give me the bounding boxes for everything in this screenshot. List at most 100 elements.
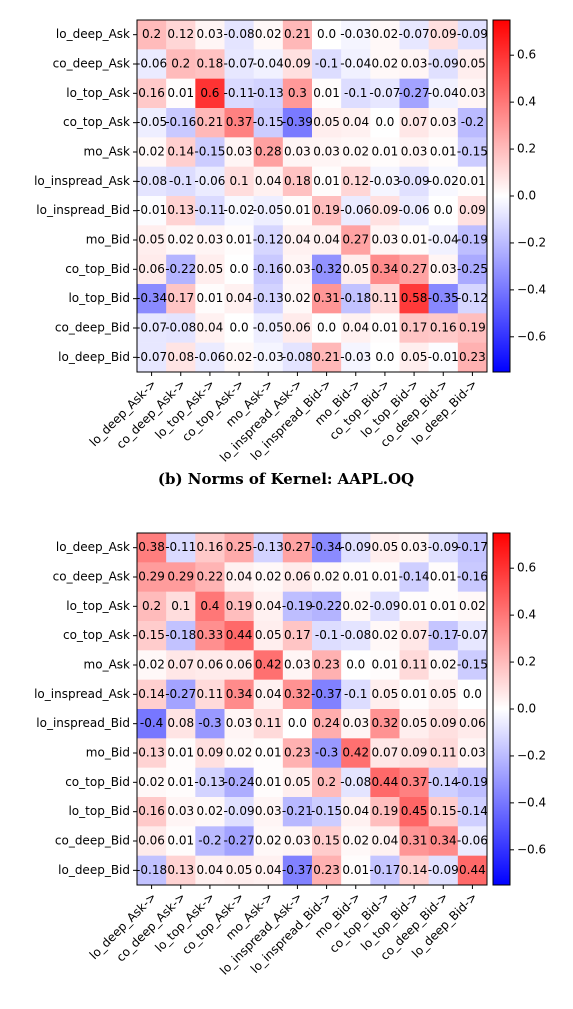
heatmap-cell [457, 679, 488, 710]
heatmap-cell [399, 797, 429, 827]
heatmap-cell [399, 225, 429, 255]
heatmap-cell [457, 254, 488, 285]
cell-label: 0.29 [138, 570, 165, 584]
heatmap-cell [195, 342, 225, 373]
heatmap-cell [457, 49, 488, 79]
cell-label: 0.02 [197, 804, 224, 818]
heatmap-cell [166, 49, 196, 79]
cell-label: 0.05 [459, 57, 486, 71]
cell-label: 0.04 [342, 321, 369, 335]
heatmap-cell [253, 225, 284, 255]
heatmap-cell [428, 767, 459, 798]
cell-label: -0.19 [457, 775, 488, 789]
heatmap-cell [282, 533, 313, 563]
cell-label: 0.02 [284, 291, 311, 305]
cell-label: 0.02 [138, 145, 165, 159]
cell-label: -0.06 [340, 203, 371, 217]
heatmap-cell [457, 591, 488, 622]
cell-label: -0.19 [457, 233, 488, 247]
heatmap-cell [312, 78, 342, 109]
cell-label: -0.21 [282, 804, 313, 818]
heatmap-cell [312, 650, 342, 680]
heatmap-cell [282, 49, 313, 79]
heatmap-cell [341, 166, 371, 197]
heatmap-cell [253, 767, 284, 798]
heatmap-cell [370, 738, 400, 768]
heatmap-cell [224, 855, 254, 886]
cell-label: 0.0 [375, 115, 394, 129]
heatmap-cell [195, 650, 225, 680]
heatmap-cell [195, 313, 225, 343]
heatmap-cell [253, 196, 284, 226]
cell-label: 0.03 [197, 233, 224, 247]
heatmap-cell [399, 166, 429, 197]
heatmap-cell [341, 342, 371, 373]
y-tick-label: mo_Ask [84, 145, 130, 159]
cell-label: -0.08 [165, 321, 196, 335]
cell-label: 0.19 [313, 203, 340, 217]
heatmap-cell [370, 20, 400, 50]
heatmap-cell [166, 621, 196, 651]
y-tick-label: co_top_Bid [65, 262, 130, 276]
cell-label: -0.1 [344, 687, 367, 701]
cell-label: 0.37 [226, 115, 253, 129]
cell-label: -0.32 [311, 262, 342, 276]
heatmap-cell [224, 284, 254, 314]
cell-label: -0.07 [136, 321, 167, 335]
heatmap-cell [195, 108, 225, 138]
cell-label: 0.02 [255, 27, 282, 41]
heatmap-cell [370, 196, 400, 226]
cell-label: -0.1 [169, 174, 192, 188]
cell-label: 0.02 [255, 570, 282, 584]
cell-label: 0.29 [167, 570, 194, 584]
heatmap-cell [166, 826, 196, 856]
cell-label: -0.03 [369, 174, 400, 188]
heatmap-cell [253, 137, 284, 167]
cell-label: 0.06 [284, 570, 311, 584]
heatmap-cell [137, 533, 167, 563]
cell-label: -0.14 [428, 775, 459, 789]
heatmap-cell [457, 196, 488, 226]
cell-label: 0.16 [430, 321, 457, 335]
heatmap-cell [137, 826, 167, 856]
cell-label: 0.27 [342, 233, 369, 247]
heatmap-cell [399, 284, 429, 314]
heatmap-cell [253, 313, 284, 343]
cell-label: 0.01 [372, 570, 399, 584]
cell-label: 0.04 [226, 570, 253, 584]
heatmap-cell [312, 108, 342, 138]
heatmap-cell [137, 49, 167, 79]
heatmap-cell [399, 621, 429, 651]
colorbar-tick-label: 0.0 [517, 189, 536, 203]
heatmap-cell [370, 78, 400, 109]
cell-label: 0.25 [226, 540, 253, 554]
heatmap-cell [253, 826, 284, 856]
cell-label: 0.1 [230, 174, 249, 188]
cell-label: 0.19 [372, 804, 399, 818]
cell-label: 0.02 [226, 746, 253, 760]
cell-label: -0.13 [194, 775, 225, 789]
cell-label: 0.01 [430, 599, 457, 613]
cell-label: -0.34 [136, 291, 167, 305]
heatmap-cell [253, 650, 284, 680]
heatmap-cell [370, 49, 400, 79]
heatmap-cell [370, 826, 400, 856]
heatmap-cell [282, 797, 313, 827]
cell-label: 0.23 [284, 746, 311, 760]
heatmap-cell [195, 621, 225, 651]
cell-label: 0.05 [342, 262, 369, 276]
cell-label: 0.01 [255, 746, 282, 760]
heatmap-cell [224, 166, 254, 197]
heatmap-cell [282, 621, 313, 651]
cell-label: 0.06 [284, 321, 311, 335]
heatmap-cell [166, 166, 196, 197]
cell-label: -0.04 [340, 57, 371, 71]
cell-label: -0.17 [369, 863, 400, 877]
heatmap-cell [224, 797, 254, 827]
cell-label: 0.13 [167, 863, 194, 877]
cell-label: -0.08 [340, 628, 371, 642]
cell-label: 0.12 [342, 174, 369, 188]
colorbar-tick-label: 0.4 [517, 608, 536, 622]
heatmap-cell [166, 196, 196, 226]
heatmap-cell [224, 49, 254, 79]
